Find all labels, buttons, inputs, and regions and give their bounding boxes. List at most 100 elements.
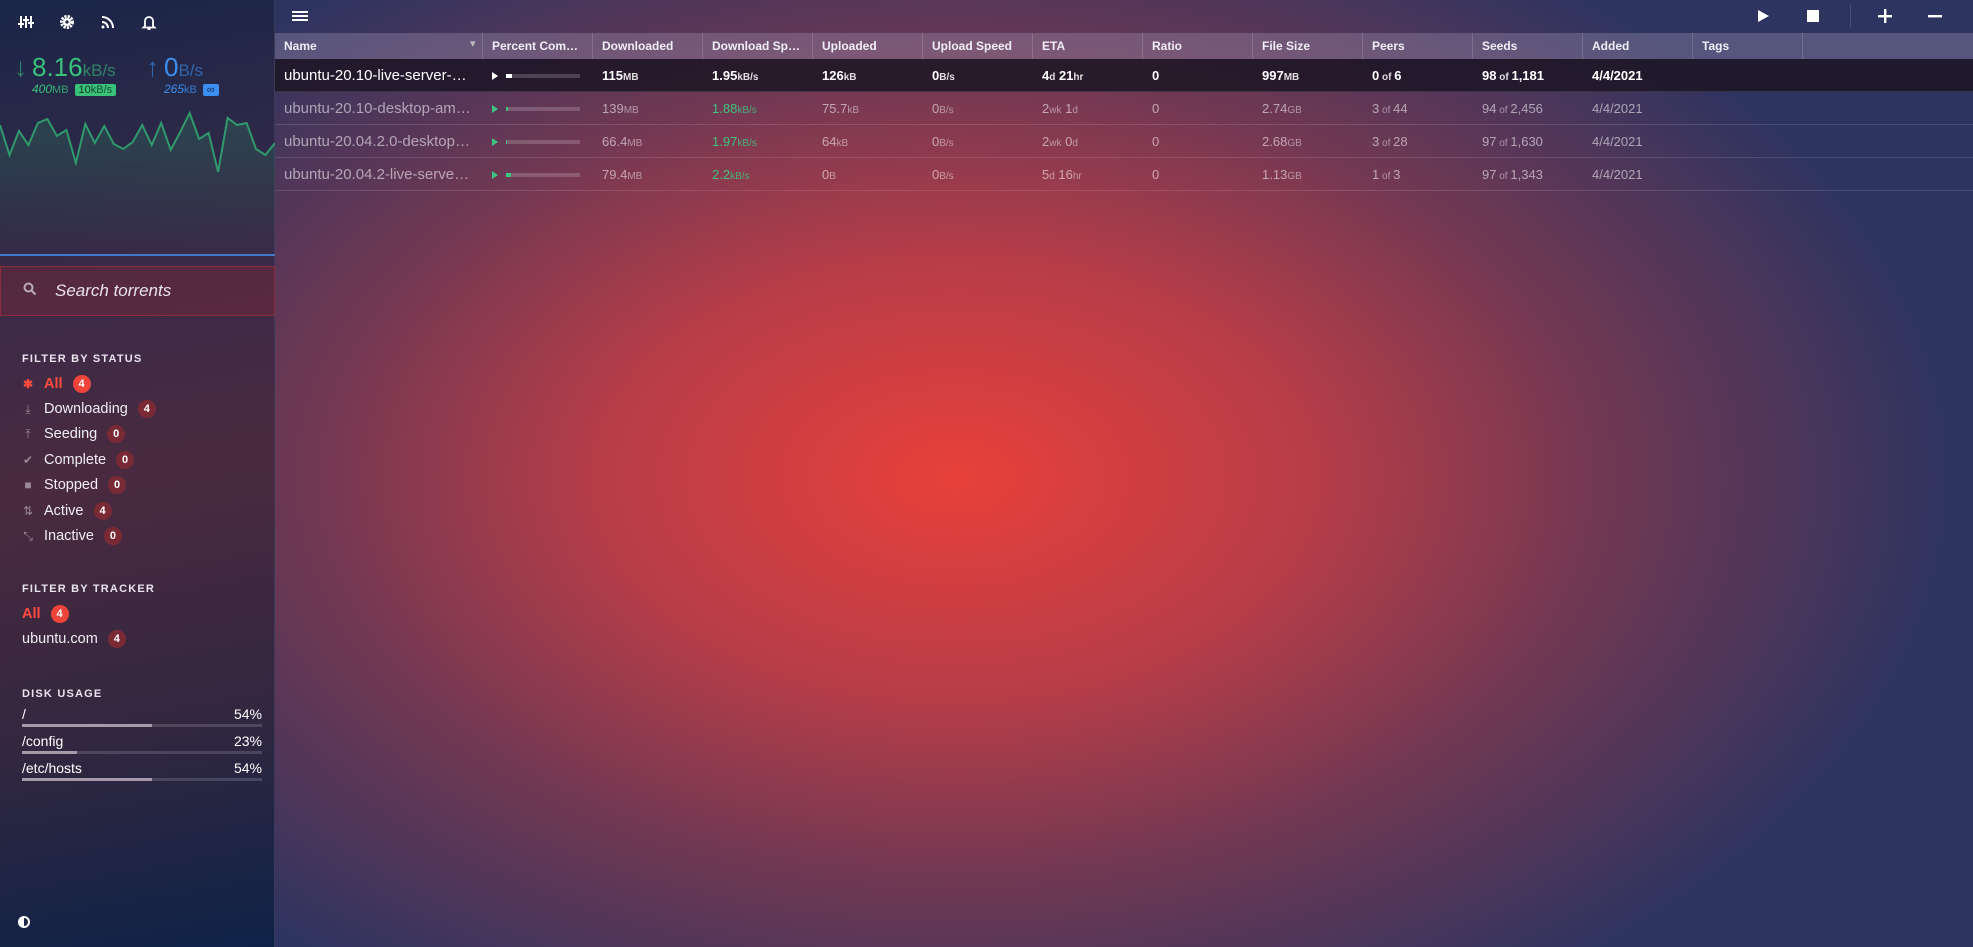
download-limit-unit: kB/s [90,84,113,96]
sidebar-toolbar [18,14,157,30]
status-filter-stopped[interactable]: ■ Stopped 0 [22,473,262,498]
value: 2.68 [1262,134,1288,149]
upload-total: 265 [164,82,185,96]
column-header[interactable]: Downloaded [593,33,703,59]
gear-icon[interactable] [59,14,75,30]
play-icon [492,104,498,113]
theme-toggle-icon[interactable] [17,915,31,934]
search-placeholder: Search torrents [55,281,172,300]
equalizer-icon[interactable] [18,14,34,30]
column-header[interactable]: Tags [1693,33,1803,59]
value: 79.4 [602,167,628,182]
value: 1 [1061,101,1073,116]
column-header[interactable]: Ratio [1143,33,1253,59]
disk-usage-title: DISK USAGE [22,688,103,700]
unit: B/s [939,138,954,149]
column-header[interactable]: Download Sp… [703,33,813,59]
cell-ratio: 0 [1143,59,1253,91]
stop-icon[interactable] [1805,8,1821,24]
disk-percent: 54% [233,706,262,722]
unit: d [1072,105,1078,116]
disk-usage-bar [22,778,262,781]
value: 64 [822,134,837,149]
table-row[interactable]: ubuntu-20.04.2-live-serve… 79.4MB 2.2kB/s 0… [275,158,1973,191]
value: 0 [1061,134,1073,149]
of: of [1496,171,1511,182]
unit: kB [847,105,859,116]
column-header[interactable]: File Size [1253,33,1363,59]
start-icon[interactable] [1755,8,1771,24]
column-header[interactable]: ETA [1033,33,1143,59]
value: 0 [1152,68,1160,83]
filter-count-badge: 4 [107,630,126,649]
menu-icon[interactable] [292,8,308,24]
column-header[interactable]: Uploaded [813,33,923,59]
disk-path: /etc/hosts [22,760,82,776]
unit: d [1049,72,1056,83]
status-filter-inactive[interactable]: ⤡ Inactive 0 [22,523,262,548]
value: 0 [1152,101,1160,116]
download-total-unit: MB [52,84,69,96]
unit: B/s [939,105,954,116]
speed-graph-area [0,113,275,257]
value: 97 [1482,167,1497,182]
status-filter-active[interactable]: ⇅ Active 4 [22,498,262,523]
cell-tags [1693,125,1803,157]
download-total: 400 [32,82,53,96]
value: 126 [822,68,844,83]
column-header[interactable]: Percent Com… [483,33,593,59]
value: 1,630 [1510,134,1543,149]
search-icon [23,282,37,301]
cell-ul-speed: 0B/s [923,59,1033,91]
value: 2.2 [712,167,731,182]
bell-icon[interactable] [141,14,157,30]
cell-progress [483,92,593,124]
filter-label: Stopped [44,477,99,494]
column-header[interactable]: Upload Speed [923,33,1033,59]
cell-peers: 3 of 28 [1363,125,1473,157]
filter-label: Seeding [44,426,98,443]
status-filter-all[interactable]: ✱ All 4 [22,371,262,396]
table-row[interactable]: ubuntu-20.10-live-server-… 115MB 1.95kB/s 1… [275,59,1973,92]
cell-size: 1.13GB [1253,158,1363,190]
download-limit: 10 [78,84,91,96]
table-header: Name Percent Com… Downloaded Download Sp… Up… [275,33,1973,59]
tracker-filter-title: FILTER BY TRACKER [22,583,156,595]
cell-eta: 2wk 1d [1033,92,1143,124]
upload-rate: 0 [164,52,179,82]
torrent-name: ubuntu-20.10-live-server-… [284,67,467,84]
remove-torrent-icon[interactable] [1927,8,1943,24]
search-input[interactable]: Search torrents [0,266,275,316]
of: of [1379,72,1395,83]
column-header[interactable]: Name [275,33,483,59]
value: 0 [1152,134,1160,149]
table-row[interactable]: ubuntu-20.10-desktop-am… 139MB 1.88kB/s 75.… [275,92,1973,125]
upload-limit-button[interactable]: ∞ [202,84,219,96]
of: of [1496,105,1511,116]
cell-tags [1693,59,1803,91]
tracker-filter-item[interactable]: ubuntu.com 4 [22,626,262,651]
column-header[interactable]: Seeds [1473,33,1583,59]
progress-bar [506,73,580,78]
value: 0 [1152,167,1160,182]
disk-usage-fill [22,778,152,781]
table-row[interactable]: ubuntu-20.04.2.0-desktop… 66.4MB 1.97kB/s 6… [275,125,1973,158]
column-header[interactable]: Peers [1363,33,1473,59]
add-torrent-icon[interactable] [1877,8,1893,24]
download-limit-button[interactable]: 10kB/s [74,84,117,96]
status-filter-complete[interactable]: ✔ Complete 0 [22,447,262,472]
status-filter-downloading[interactable]: ⤓ Downloading 4 [22,396,262,421]
cell-seeds: 97 of 1,630 [1473,125,1583,157]
rss-icon[interactable] [100,14,116,30]
cell-eta: 5d 16hr [1033,158,1143,190]
speed-graph [0,110,275,257]
of: of [1379,105,1394,116]
status-filter-seeding[interactable]: ⤒ Seeding 0 [22,422,262,447]
column-header[interactable]: Added [1583,33,1693,59]
value: 3 [1393,167,1401,182]
download-icon: ⤓ [25,402,31,417]
tracker-filter-item[interactable]: All 4 [22,601,262,626]
cell-uploaded: 64kB [813,125,923,157]
cell-added: 4/4/2021 [1583,125,1693,157]
unit: MB [627,171,643,182]
